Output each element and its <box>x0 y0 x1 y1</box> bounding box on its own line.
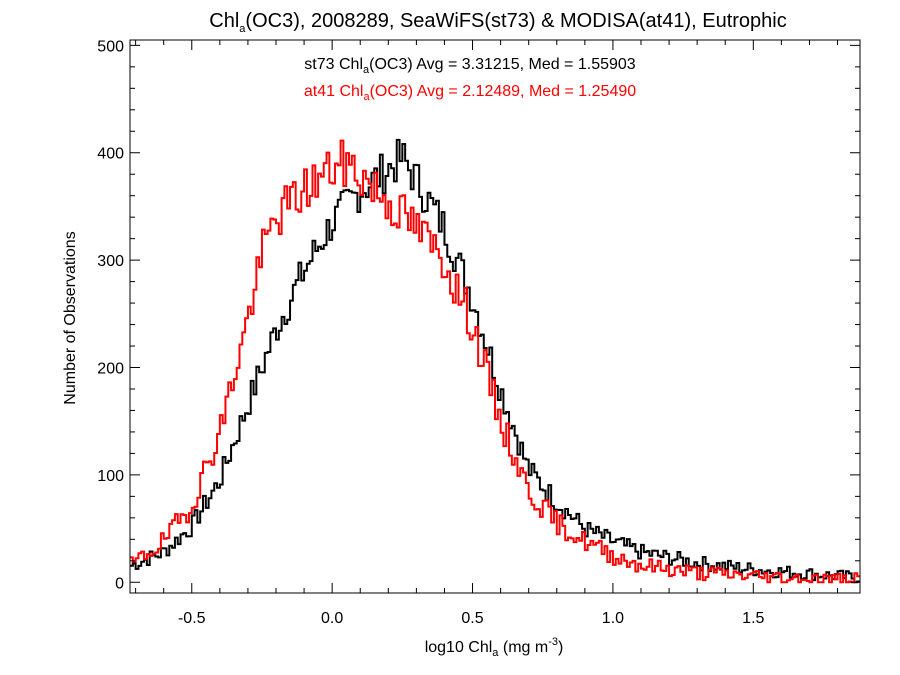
y-tick-label: 100 <box>97 468 124 485</box>
x-axis-title: log10 Chla (mg m-3) <box>425 636 564 659</box>
x-tick-label: 1.0 <box>602 610 624 627</box>
y-tick-label: 400 <box>97 146 124 163</box>
series-at41-histogram <box>130 139 860 584</box>
legend-st73-stats: st73 Chla(OC3) Avg = 3.31215, Med = 1.55… <box>304 56 635 76</box>
plot-frame <box>129 39 861 594</box>
y-tick-label: 200 <box>97 361 124 378</box>
y-tick-label: 500 <box>97 38 124 55</box>
chart-title: Chla(OC3), 2008289, SeaWiFS(st73) & MODI… <box>209 10 786 35</box>
legend-at41-stats: at41 Chla(OC3) Avg = 2.12489, Med = 1.25… <box>304 83 636 103</box>
y-tick-label: 0 <box>115 575 124 592</box>
x-tick-label: 0.5 <box>461 610 483 627</box>
y-axis-title: Number of Observations <box>62 231 79 404</box>
y-tick-label: 300 <box>97 253 124 270</box>
x-tick-label: -0.5 <box>178 610 206 627</box>
x-tick-label: 0.0 <box>321 610 343 627</box>
x-tick-label: 1.5 <box>742 610 764 627</box>
plot-area: -0.5 0.0 0.5 1.0 1.5 0 100 200 300 400 500 <box>97 38 861 627</box>
